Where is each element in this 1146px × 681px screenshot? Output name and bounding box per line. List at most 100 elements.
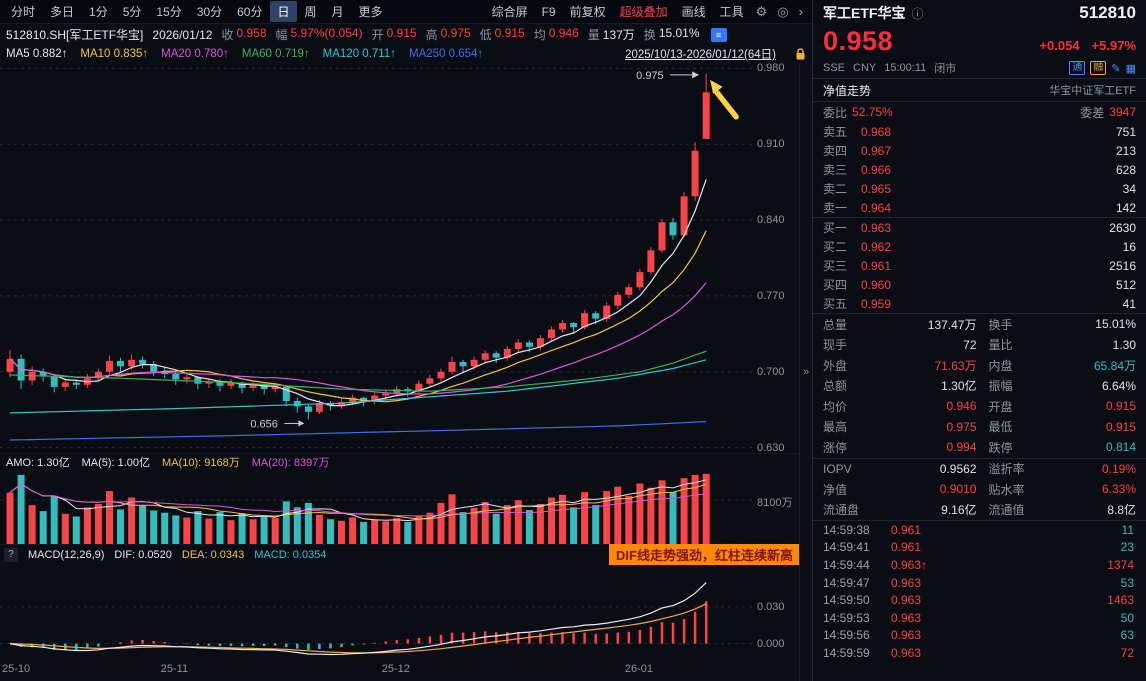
period-toolbar: 分时 多日 1分 5分 15分 30分 60分 日 周 月 更多 综合屏 F9 … <box>0 0 812 24</box>
x-axis-label: 25-10 <box>2 663 31 675</box>
volume-chart[interactable] <box>0 470 752 544</box>
lock-icon[interactable] <box>795 47 806 61</box>
stat-row: 涨停 0.994 跌停 0.814 <box>823 440 1136 455</box>
tick-row: 14:59:59 0.963 72 <box>823 645 1134 660</box>
super-overlay-button[interactable]: 超级叠加 <box>619 5 668 19</box>
tick-row: 14:59:53 0.963 50 <box>823 610 1134 625</box>
vol-ma5-value: MA(5): 1.00亿 <box>81 457 151 469</box>
axis-label: 0.700 <box>757 365 785 378</box>
info-icon[interactable]: ⓘ <box>911 6 924 21</box>
chevron-right-icon[interactable]: › <box>798 4 803 19</box>
ask-row-2[interactable]: 卖二 0.965 34 <box>823 181 1136 197</box>
instrument-code: 512810 <box>1079 3 1136 22</box>
bar-date: 2026/01/12 <box>152 27 213 42</box>
candlestick-chart[interactable]: 0.975 0.656 <box>0 63 752 453</box>
ma20-value: MA20 0.780↑ <box>161 48 229 60</box>
tick-row: 14:59:47 0.963 53 <box>823 575 1134 590</box>
dif-value: DIF: 0.0520 <box>114 548 172 561</box>
price-row: 0.958 +0.054 +5.97% <box>813 26 1146 58</box>
stat-row: 外盘 71.63万 内盘 65.84万 <box>823 358 1136 373</box>
candlestick-pane: 0.975 0.656 0.980 0.910 0.840 0.770 0.700 0.63… <box>0 63 812 454</box>
ask-row-3[interactable]: 卖三 0.966 628 <box>823 162 1136 178</box>
tab-30min[interactable]: 30分 <box>196 5 223 19</box>
collapse-panel-handle[interactable]: » <box>799 63 812 681</box>
user-icon[interactable]: ◎ <box>777 3 789 19</box>
avg-field: 均 0.946 <box>533 26 579 42</box>
order-imbalance-row: 委比 52.75% 委差 3947 <box>823 105 1136 120</box>
axis-label: 0.630 <box>757 441 785 454</box>
tools-button[interactable]: 工具 <box>719 5 744 19</box>
tick-row: 14:59:41 0.961 23 <box>823 540 1134 555</box>
fund-full-name: 华宝中证军工ETF <box>1049 85 1136 97</box>
macd-chart[interactable] <box>0 564 752 662</box>
macd-indicator-header: ? MACD(12,26,9) DIF: 0.0520 DEA: 0.0343 … <box>0 544 812 565</box>
ask-row-4[interactable]: 卖四 0.967 213 <box>823 143 1136 159</box>
weibi-value: 52.75% <box>852 105 893 119</box>
nav-row: 净值走势 华宝中证军工ETF <box>813 79 1146 101</box>
vol-ma10-value: MA(10): 9168万 <box>162 457 240 469</box>
tab-1min[interactable]: 1分 <box>89 5 108 19</box>
macd-pane: 0.030 0.000 <box>0 564 812 662</box>
bid-row-4[interactable]: 买四 0.960 512 <box>823 277 1136 293</box>
weicha-value: 3947 <box>1109 105 1136 119</box>
tab-duori[interactable]: 多日 <box>50 5 75 19</box>
x-axis-label: 26-01 <box>624 663 653 675</box>
tab-nav-trend[interactable]: 净值走势 <box>823 83 872 98</box>
tab-5min[interactable]: 5分 <box>122 5 142 19</box>
help-icon[interactable]: ? <box>4 547 18 562</box>
tab-fenshi[interactable]: 分时 <box>11 5 36 19</box>
market-status-row: SSE CNY 15:00:11 闭市 通 融 ✎ ▦ <box>813 58 1146 78</box>
last-price: 0.958 <box>823 26 894 56</box>
f9-button[interactable]: F9 <box>541 4 556 19</box>
date-range-selector[interactable]: 2025/10/13-2026/01/12(64日) <box>625 49 776 61</box>
tab-more[interactable]: 更多 <box>358 5 383 19</box>
quote-time: 15:00:11 <box>884 62 927 74</box>
tab-60min[interactable]: 60分 <box>237 5 263 19</box>
price-change: +0.054 <box>1039 38 1080 53</box>
grid-icon[interactable]: ▦ <box>1125 62 1136 75</box>
chart-area: 分时 多日 1分 5分 15分 30分 60分 日 周 月 更多 综合屏 F9 … <box>0 0 812 681</box>
pencil-icon[interactable]: ✎ <box>1111 62 1121 75</box>
macd-signal-callout: DIF线走势强劲，红柱连续新高 <box>609 544 800 565</box>
iopv-row: 流通盘 9.16亿 流通值 8.8亿 <box>823 503 1136 518</box>
x-axis-label: 25-12 <box>381 663 410 675</box>
stat-row: 最高 0.975 最低 0.915 <box>823 419 1136 435</box>
symbol-label: 512810.SH[军工ETF华宝] <box>6 28 144 42</box>
iopv-row: 净值 0.9010 贴水率 6.33% <box>823 482 1136 497</box>
ma10-value: MA10 0.835↑ <box>80 48 149 60</box>
panel-header: 军工ETF华宝 ⓘ 512810 <box>813 0 1146 26</box>
ma5-value: MA5 0.882↑ <box>6 48 68 60</box>
turnover-field: 换 15.01% <box>643 26 700 42</box>
instrument-name: 军工ETF华宝 <box>823 5 906 21</box>
volume-pane: 8100万 <box>0 470 812 544</box>
tab-15min[interactable]: 15分 <box>156 5 182 19</box>
ma60-value: MA60 0.719↑ <box>241 48 310 60</box>
stat-row: 现手 72 量比 1.30 <box>823 337 1136 353</box>
macd-value: MACD: 0.0354 <box>254 548 327 561</box>
bid-row-2[interactable]: 买二 0.962 16 <box>823 239 1136 255</box>
currency-label: CNY <box>853 62 877 74</box>
axis-label: 0.910 <box>757 138 785 151</box>
bid-row-3[interactable]: 买三 0.961 2516 <box>823 258 1136 274</box>
bid-row-1[interactable]: 买一 0.963 2630 <box>823 220 1136 236</box>
svg-text:0.975: 0.975 <box>636 70 664 82</box>
price-change-pct: +5.97% <box>1091 38 1136 53</box>
axis-label: 0.770 <box>757 289 785 302</box>
tab-daily[interactable]: 日 <box>270 1 297 22</box>
ma-values-row: MA5 0.882↑ MA10 0.835↑ MA20 0.780↑ MA60 … <box>0 45 812 63</box>
tab-monthly[interactable]: 月 <box>331 5 344 19</box>
macd-title: MACD(12,26,9) <box>28 548 105 561</box>
forward-adjust-button[interactable]: 前复权 <box>569 5 606 19</box>
message-icon[interactable]: ≡ <box>710 27 727 42</box>
ask-row-1[interactable]: 卖一 0.964 142 <box>823 200 1136 216</box>
tab-weekly[interactable]: 周 <box>304 5 317 19</box>
stat-row: 均价 0.946 开盘 0.915 <box>823 399 1136 414</box>
bid-row-5[interactable]: 买五 0.959 41 <box>823 296 1136 312</box>
gear-icon[interactable]: ⚙ <box>755 3 768 19</box>
ask-row-5[interactable]: 卖五 0.968 751 <box>823 124 1136 140</box>
hgt-badge: 通 <box>1069 61 1086 75</box>
close-field: 收 0.958 <box>221 26 267 42</box>
composite-screen-button[interactable]: 综合屏 <box>491 5 528 19</box>
draw-line-button[interactable]: 画线 <box>681 5 706 19</box>
